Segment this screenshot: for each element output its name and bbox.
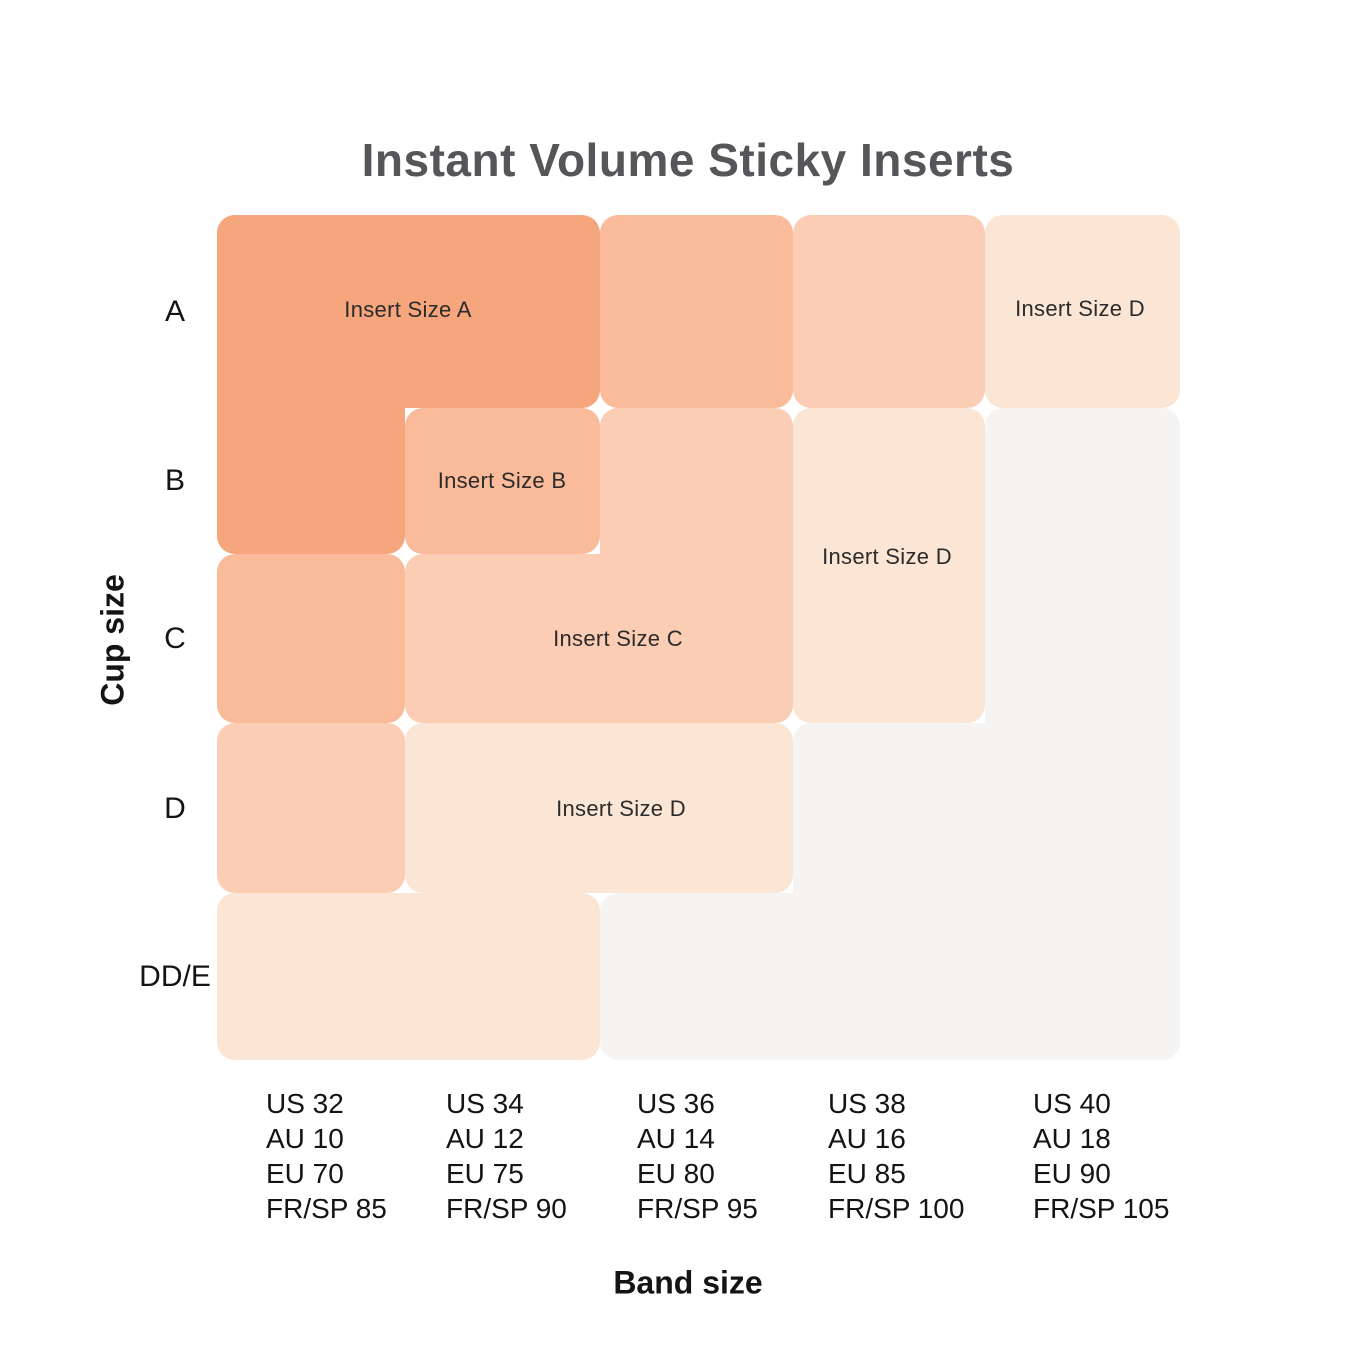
region-insert-c-cell-a38 [793,215,985,408]
x-tick-line: AU 10 [266,1123,344,1154]
region-label-insert-size-d-col40: Insert Size D [1015,296,1145,321]
region-insert-c-cell-d32 [217,723,405,893]
x-tick-line: AU 16 [828,1123,906,1154]
region-insert-b-cell-c32 [217,554,405,723]
x-tick-line: US 40 [1033,1088,1111,1119]
region-insert-d-row-d [405,723,793,893]
x-tick-line: AU 12 [446,1123,524,1154]
x-tick-line: AU 14 [637,1123,715,1154]
x-tick-line: FR/SP 95 [637,1193,758,1224]
x-tick-line: US 36 [637,1088,715,1119]
region-label-insert-size-c: Insert Size C [553,626,683,651]
x-tick-line: FR/SP 105 [1033,1193,1170,1224]
region-label-insert-size-b: Insert Size B [437,468,567,493]
x-tick-line: FR/SP 85 [266,1193,387,1224]
x-tick-line: US 32 [266,1088,344,1119]
x-tick-line: US 34 [446,1088,524,1119]
x-tick-line: EU 90 [1033,1158,1111,1189]
chart-title: Instant Volume Sticky Inserts [361,134,1015,186]
x-tick-line: AU 18 [1033,1123,1111,1154]
region-empty-row-dde [600,893,1180,1060]
region-insert-b-cell-a36 [600,215,793,408]
x-tick-us36: US 36 AU 14 EU 80 FR/SP 95 [637,1086,758,1226]
region-insert-d-row-dde [217,893,600,1060]
y-tick-c: C [164,622,186,655]
region-label-insert-size-a: Insert Size A [344,297,472,322]
x-tick-line: FR/SP 100 [828,1193,965,1224]
x-tick-line: EU 75 [446,1158,524,1189]
x-tick-us40: US 40 AU 18 EU 90 FR/SP 105 [1033,1086,1169,1226]
y-tick-d: D [164,792,186,825]
y-axis-title: Cup size [94,574,131,706]
region-insert-a-left [217,215,405,554]
y-tick-dde: DD/E [139,960,211,993]
x-axis-title: Band size [613,1264,763,1301]
region-label-insert-size-d-col38: Insert Size D [822,544,952,569]
x-tick-us38: US 38 AU 16 EU 85 FR/SP 100 [828,1086,964,1226]
x-tick-line: EU 80 [637,1158,715,1189]
x-tick-line: US 38 [828,1088,906,1119]
region-insert-d-cell-a40 [985,215,1180,408]
y-tick-b: B [164,464,185,497]
region-label-insert-size-d-row-d: Insert Size D [556,796,686,821]
x-tick-us34: US 34 AU 12 EU 75 FR/SP 90 [446,1086,567,1226]
x-tick-us32: US 32 AU 10 EU 70 FR/SP 85 [266,1086,387,1226]
x-tick-line: EU 70 [266,1158,344,1189]
y-tick-a: A [164,295,185,328]
region-insert-d-col38 [793,408,985,723]
region-insert-c-row-c [405,554,793,723]
x-tick-line: EU 85 [828,1158,906,1189]
region-insert-b-cell-b34 [405,408,600,554]
x-tick-line: FR/SP 90 [446,1193,567,1224]
